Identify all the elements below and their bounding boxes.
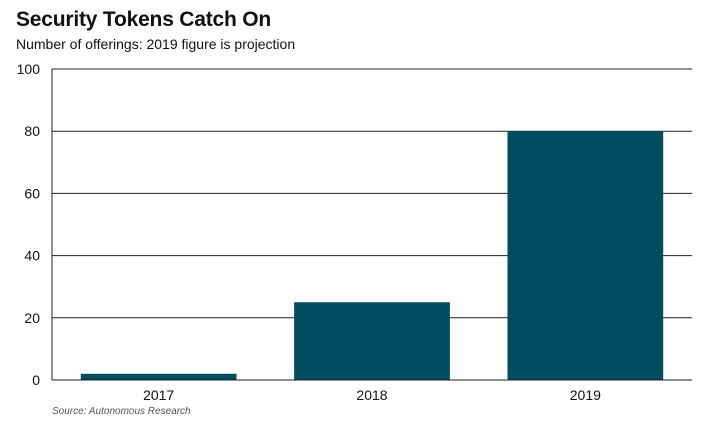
source-note: Source: Autonomous Research bbox=[52, 406, 191, 417]
y-tick-label-0: 0 bbox=[32, 372, 40, 388]
x-tick-label-2018: 2018 bbox=[356, 387, 387, 403]
y-tick-label-40: 40 bbox=[24, 248, 40, 264]
y-tick-label-80: 80 bbox=[24, 123, 40, 139]
x-tick-label-2017: 2017 bbox=[143, 387, 174, 403]
chart-title: Security Tokens Catch On bbox=[16, 8, 272, 31]
y-tick-label-100: 100 bbox=[17, 61, 41, 77]
chart-subtitle: Number of offerings: 2019 figure is proj… bbox=[16, 36, 296, 52]
y-tick-label-60: 60 bbox=[24, 185, 40, 201]
x-tick-label-2019: 2019 bbox=[570, 387, 601, 403]
y-tick-label-20: 20 bbox=[24, 310, 40, 326]
bar-2019 bbox=[507, 131, 664, 380]
bar-2017 bbox=[80, 373, 237, 380]
bar-2018 bbox=[294, 302, 450, 380]
